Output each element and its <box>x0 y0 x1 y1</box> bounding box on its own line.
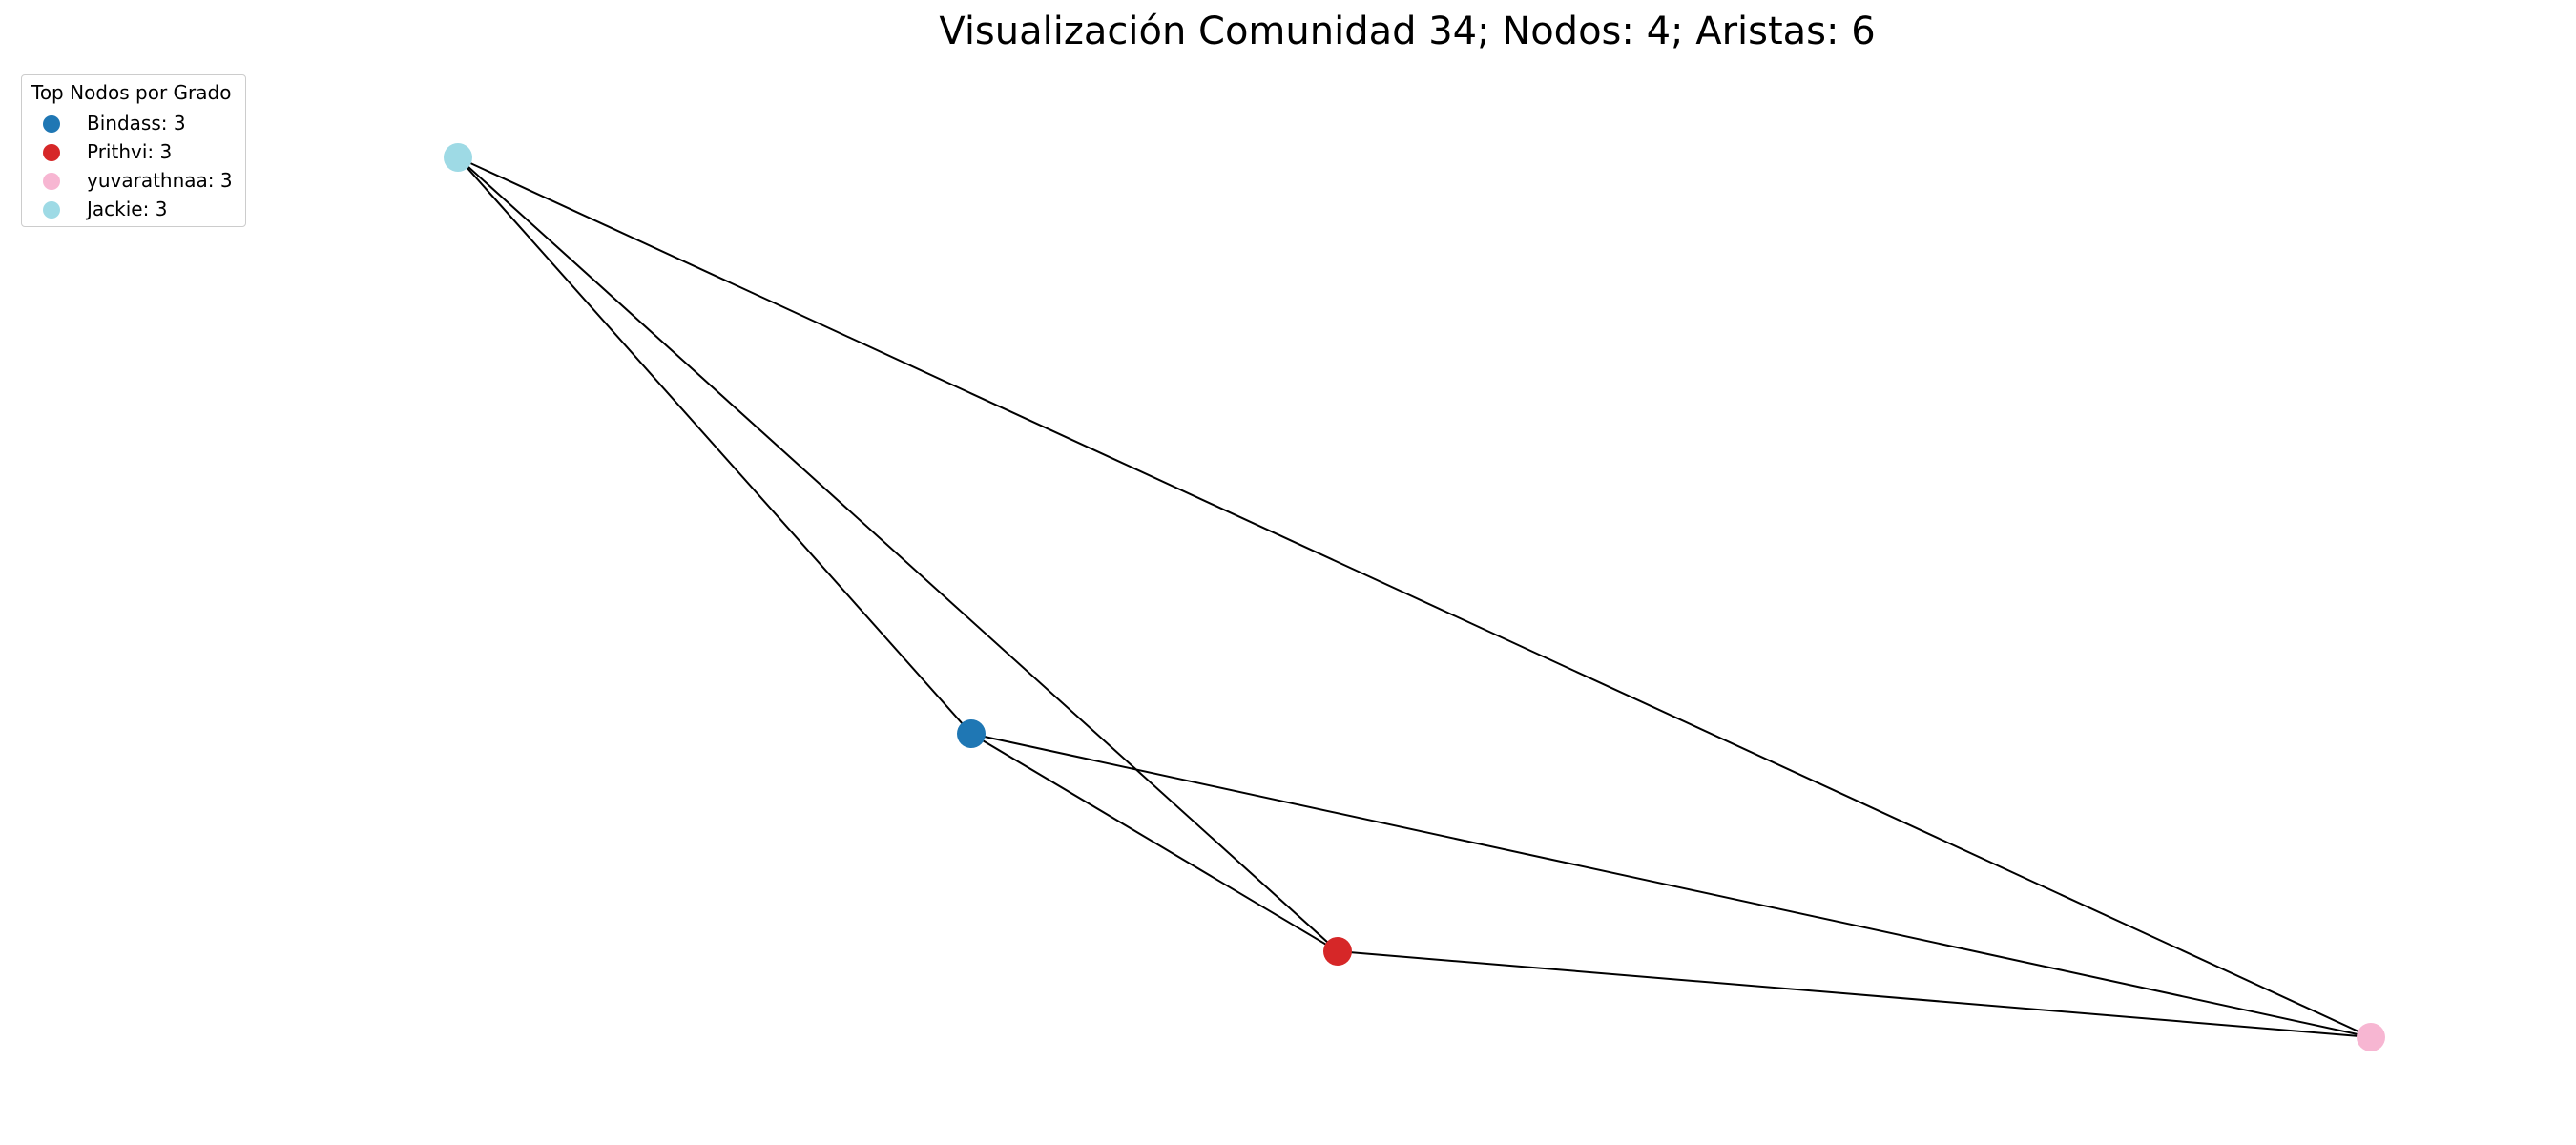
legend: Top Nodos por Grado Bindass: 3 Prithvi: … <box>21 74 246 227</box>
node-jackie <box>444 143 472 172</box>
legend-label-bindass: Bindass: 3 <box>87 112 186 135</box>
edge-bindass-prithvi <box>970 733 1339 952</box>
edge-jackie-bindass <box>457 156 972 735</box>
legend-label-jackie: Jackie: 3 <box>87 198 168 220</box>
edge-bindass-yuvarathnaa <box>970 733 2372 1038</box>
legend-entry-prithvi: Prithvi: 3 <box>22 140 245 165</box>
nodes-layer <box>444 143 2385 1051</box>
figure-title: Visualización Comunidad 34; Nodos: 4; Ar… <box>939 10 1876 53</box>
node-bindass <box>957 719 986 748</box>
node-yuvarathnaa <box>2357 1023 2385 1051</box>
legend-marker-prithvi <box>43 144 60 161</box>
legend-marker-bindass <box>43 115 60 133</box>
edge-jackie-prithvi <box>457 156 1339 952</box>
edges-layer <box>457 156 2372 1038</box>
legend-entry-yuvarathnaa: yuvarathnaa: 3 <box>22 169 245 194</box>
node-prithvi <box>1323 937 1352 966</box>
legend-label-yuvarathnaa: yuvarathnaa: 3 <box>87 169 233 192</box>
legend-marker-jackie <box>43 201 60 219</box>
legend-entry-bindass: Bindass: 3 <box>22 112 245 136</box>
edge-jackie-yuvarathnaa <box>457 156 2372 1038</box>
legend-label-prithvi: Prithvi: 3 <box>87 140 173 163</box>
legend-marker-yuvarathnaa <box>43 173 60 190</box>
edge-prithvi-yuvarathnaa <box>1337 950 2372 1038</box>
legend-entry-jackie: Jackie: 3 <box>22 198 245 222</box>
legend-title: Top Nodos por Grado <box>31 81 232 104</box>
